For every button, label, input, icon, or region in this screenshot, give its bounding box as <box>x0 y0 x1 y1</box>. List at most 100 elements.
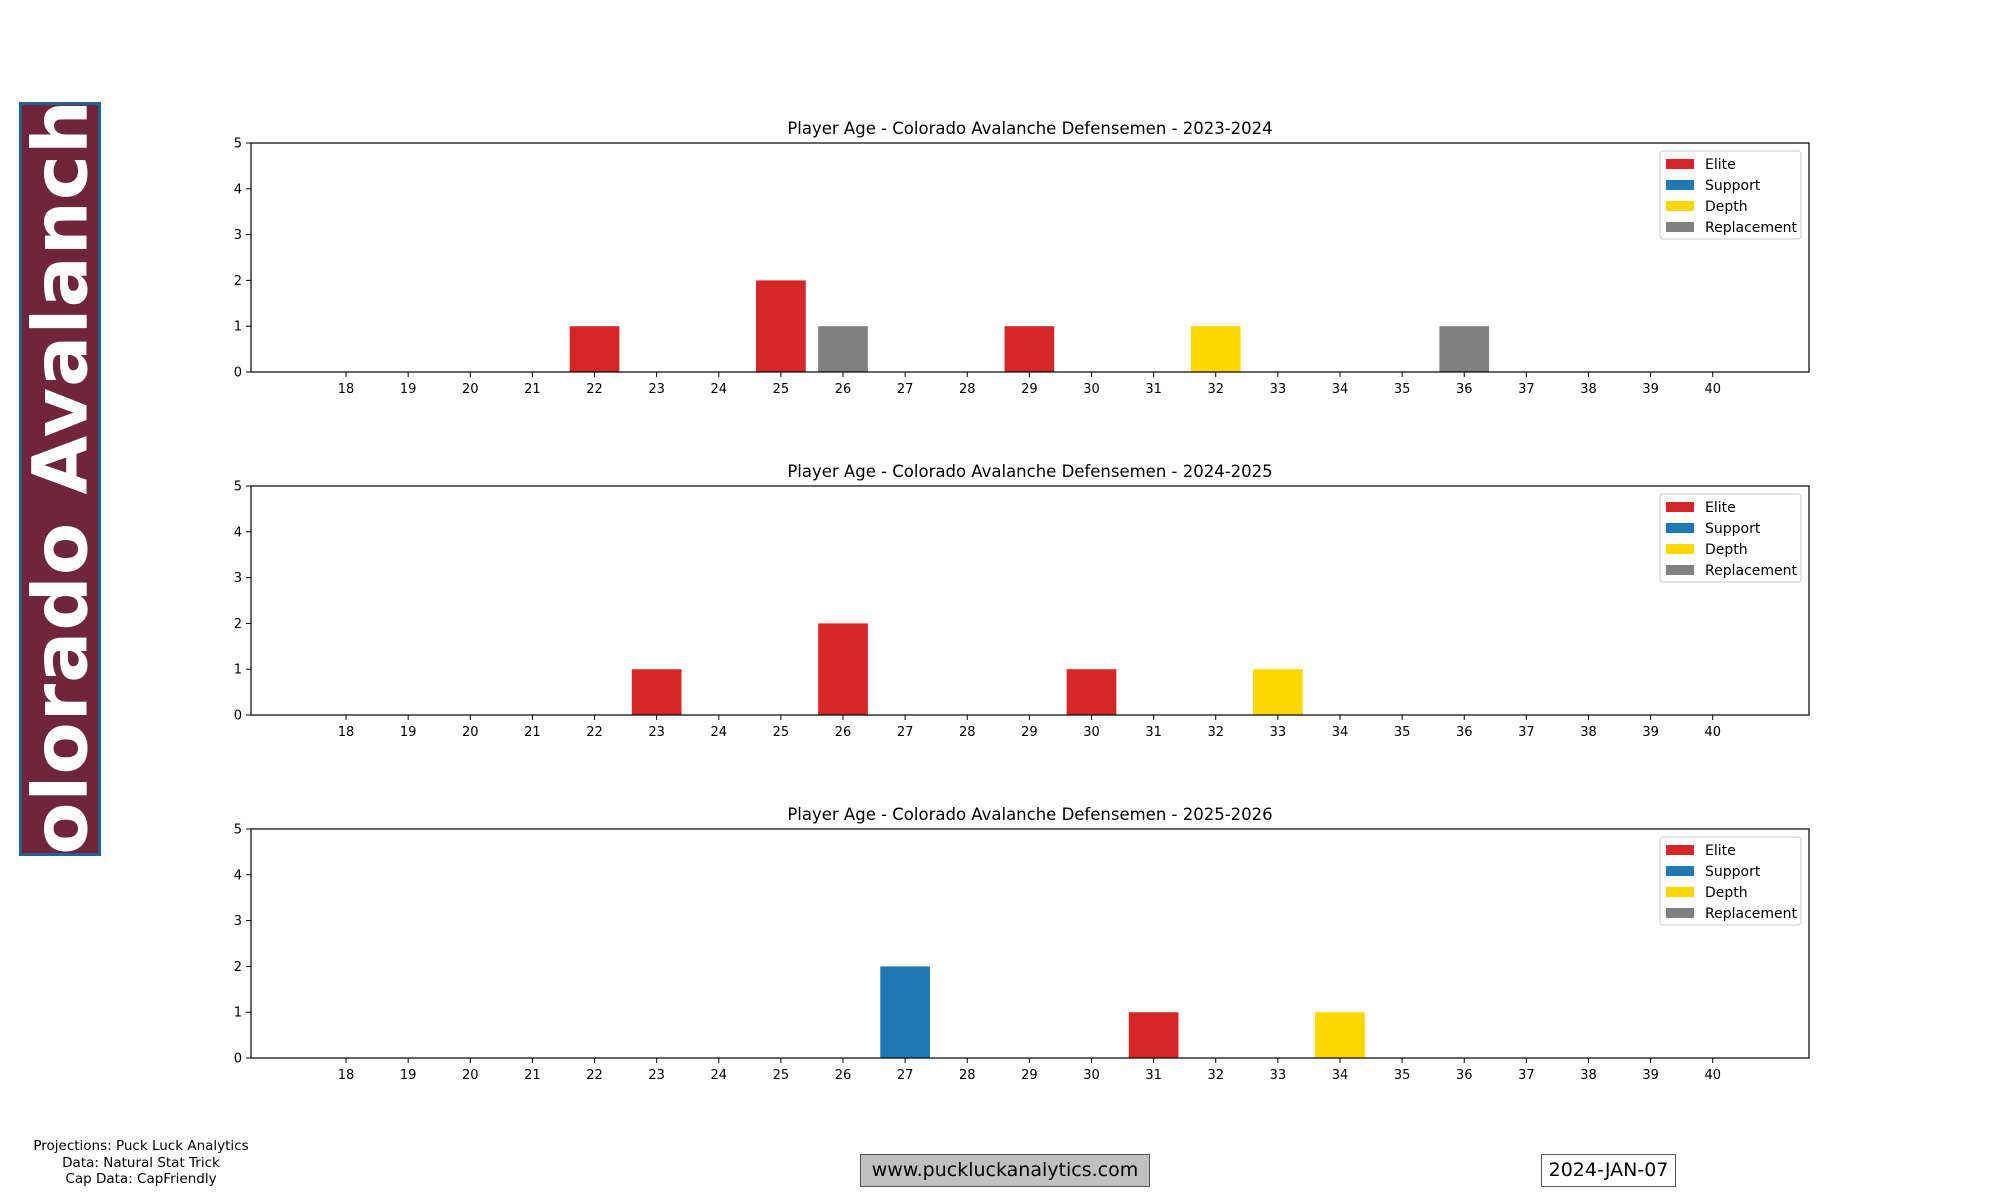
legend-label-support: Support <box>1705 178 1761 194</box>
legend-swatch-elite <box>1666 159 1694 169</box>
chart-3: Player Age - Colorado Avalanche Defensem… <box>234 805 1810 1083</box>
x-tick-label: 18 <box>338 1068 355 1083</box>
y-tick-label: 2 <box>234 960 242 975</box>
y-tick-label: 3 <box>234 914 242 929</box>
x-tick-label: 31 <box>1145 1068 1162 1083</box>
x-tick-label: 28 <box>959 725 976 740</box>
x-tick-label: 23 <box>648 382 665 397</box>
x-tick-label: 34 <box>1332 725 1349 740</box>
legend-label-elite: Elite <box>1705 157 1736 173</box>
x-tick-label: 25 <box>773 382 790 397</box>
bar-depth-age-34 <box>1315 1012 1365 1058</box>
legend-box <box>1659 836 1802 926</box>
x-tick-label: 22 <box>586 725 603 740</box>
chart-1: Player Age - Colorado Avalanche Defensem… <box>234 119 1810 397</box>
legend-swatch-depth <box>1666 887 1694 897</box>
legend-label-replacement: Replacement <box>1705 220 1798 236</box>
credits: Projections: Puck Luck Analytics Data: N… <box>20 1138 262 1188</box>
y-tick-label: 1 <box>234 663 242 678</box>
y-tick-label: 5 <box>234 480 242 495</box>
x-tick-label: 40 <box>1704 1068 1721 1083</box>
x-tick-label: 26 <box>835 1068 852 1083</box>
legend-swatch-replacement <box>1666 908 1694 918</box>
x-tick-label: 37 <box>1518 725 1535 740</box>
bar-elite-age-22 <box>569 326 620 372</box>
x-tick-label: 18 <box>338 382 355 397</box>
legend-swatch-support <box>1666 523 1694 533</box>
legend-swatch-replacement <box>1666 565 1694 575</box>
bar-depth-age-32 <box>1190 326 1241 372</box>
x-tick-label: 34 <box>1332 1068 1349 1083</box>
x-tick-label: 22 <box>586 382 603 397</box>
x-tick-label: 30 <box>1083 1068 1100 1083</box>
x-tick-label: 18 <box>338 725 355 740</box>
x-tick-label: 25 <box>773 1068 790 1083</box>
y-tick-label: 3 <box>234 228 242 243</box>
x-tick-label: 33 <box>1270 382 1287 397</box>
x-tick-label: 27 <box>897 382 914 397</box>
y-tick-label: 5 <box>234 823 242 838</box>
bar-support-age-27 <box>880 966 930 1058</box>
x-tick-label: 26 <box>835 382 852 397</box>
legend-label-support: Support <box>1705 521 1761 537</box>
y-tick-label: 0 <box>234 709 242 724</box>
legend-label-depth: Depth <box>1705 885 1748 901</box>
legend-label-depth: Depth <box>1705 542 1748 558</box>
x-tick-label: 20 <box>462 382 479 397</box>
x-tick-label: 40 <box>1704 382 1721 397</box>
bar-replacement-age-26 <box>818 326 868 372</box>
x-tick-label: 34 <box>1332 382 1349 397</box>
x-tick-label: 39 <box>1642 1068 1659 1083</box>
x-tick-label: 32 <box>1207 725 1224 740</box>
x-tick-label: 25 <box>773 725 790 740</box>
x-tick-label: 30 <box>1083 382 1100 397</box>
legend-swatch-support <box>1666 180 1694 190</box>
x-tick-label: 35 <box>1394 725 1411 740</box>
chart-2: Player Age - Colorado Avalanche Defensem… <box>234 462 1810 740</box>
plot-frame <box>250 485 1810 716</box>
x-tick-label: 21 <box>524 725 541 740</box>
x-tick-label: 36 <box>1456 725 1473 740</box>
x-tick-label: 35 <box>1394 1068 1411 1083</box>
bar-elite-age-26 <box>818 623 868 715</box>
website-url: www.puckluckanalytics.com <box>860 1154 1150 1187</box>
y-tick-label: 4 <box>234 868 242 883</box>
y-tick-label: 0 <box>234 1052 242 1067</box>
team-banner: Colorado Avalanche <box>16 46 105 911</box>
x-tick-label: 39 <box>1642 725 1659 740</box>
y-tick-label: 1 <box>234 1006 242 1021</box>
x-tick-label: 37 <box>1518 1068 1535 1083</box>
x-tick-label: 36 <box>1456 1068 1473 1083</box>
legend-label-elite: Elite <box>1705 500 1736 516</box>
y-tick-label: 5 <box>234 137 242 152</box>
bar-elite-age-25 <box>756 280 806 372</box>
x-tick-label: 21 <box>524 382 541 397</box>
y-tick-label: 4 <box>234 182 242 197</box>
bar-depth-age-33 <box>1253 669 1303 715</box>
y-tick-label: 0 <box>234 366 242 381</box>
chart-title: Player Age - Colorado Avalanche Defensem… <box>787 462 1272 481</box>
credit-projections: Projections: Puck Luck Analytics <box>33 1138 249 1154</box>
x-tick-label: 23 <box>648 1068 665 1083</box>
y-tick-label: 3 <box>234 571 242 586</box>
legend-label-depth: Depth <box>1705 199 1748 215</box>
bar-replacement-age-36 <box>1439 326 1490 372</box>
x-tick-label: 26 <box>835 725 852 740</box>
x-tick-label: 19 <box>400 1068 417 1083</box>
x-tick-label: 19 <box>400 725 417 740</box>
x-tick-label: 31 <box>1145 382 1162 397</box>
legend-swatch-replacement <box>1666 222 1694 232</box>
y-tick-label: 2 <box>234 617 242 632</box>
x-tick-label: 40 <box>1704 725 1721 740</box>
x-tick-label: 37 <box>1518 382 1535 397</box>
x-tick-label: 19 <box>400 382 417 397</box>
x-tick-label: 27 <box>897 725 914 740</box>
chart-title: Player Age - Colorado Avalanche Defensem… <box>787 119 1272 138</box>
x-tick-label: 35 <box>1394 382 1411 397</box>
y-tick-label: 4 <box>234 525 242 540</box>
legend-swatch-support <box>1666 866 1694 876</box>
x-tick-label: 32 <box>1207 382 1224 397</box>
x-tick-label: 39 <box>1642 382 1659 397</box>
x-tick-label: 31 <box>1145 725 1162 740</box>
